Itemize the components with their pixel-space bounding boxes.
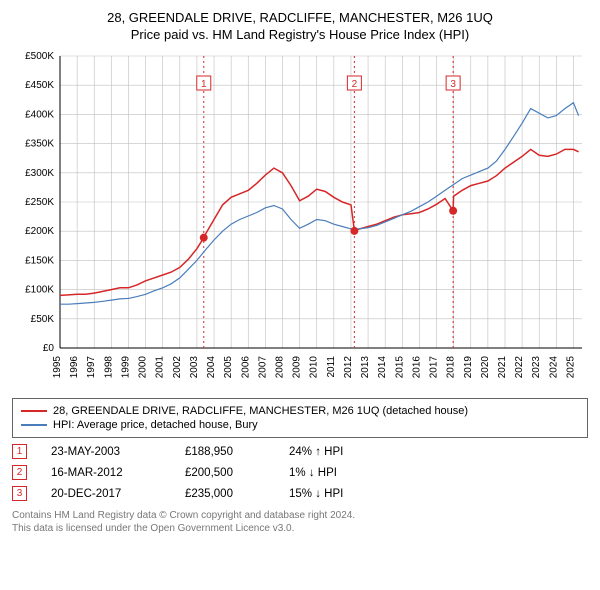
svg-text:2021: 2021	[497, 356, 508, 379]
svg-text:2009: 2009	[292, 356, 303, 379]
legend-row-property: 28, GREENDALE DRIVE, RADCLIFFE, MANCHEST…	[21, 405, 579, 417]
svg-text:2006: 2006	[240, 356, 251, 379]
svg-text:2016: 2016	[411, 356, 422, 379]
event-price: £235,000	[185, 488, 265, 500]
event-marker-icon: 3	[12, 486, 27, 501]
svg-text:1996: 1996	[69, 356, 80, 379]
svg-text:1999: 1999	[120, 356, 131, 379]
chart-container: 28, GREENDALE DRIVE, RADCLIFFE, MANCHEST…	[0, 0, 600, 547]
svg-text:2007: 2007	[257, 356, 268, 379]
event-row: 2 16-MAR-2012 £200,500 1% ↓ HPI	[12, 465, 588, 480]
svg-text:2015: 2015	[394, 356, 405, 379]
title-sub: Price paid vs. HM Land Registry's House …	[12, 27, 588, 42]
svg-text:2020: 2020	[480, 356, 491, 379]
svg-text:£350K: £350K	[25, 139, 54, 150]
footer-line: This data is licensed under the Open Gov…	[12, 522, 588, 535]
event-hpi: 1% ↓ HPI	[289, 467, 399, 479]
svg-text:2004: 2004	[206, 356, 217, 379]
line-chart: £0 £50K £100K £150K £200K £250K £300K £350K £400…	[12, 48, 588, 388]
svg-text:£100K: £100K	[25, 285, 54, 296]
event-date: 20-DEC-2017	[51, 488, 161, 500]
svg-text:2017: 2017	[429, 356, 440, 379]
svg-text:2003: 2003	[189, 356, 200, 379]
svg-text:2001: 2001	[155, 356, 166, 379]
legend-swatch	[21, 410, 47, 412]
svg-text:2013: 2013	[360, 356, 371, 379]
svg-text:2005: 2005	[223, 356, 234, 379]
title-main: 28, GREENDALE DRIVE, RADCLIFFE, MANCHEST…	[12, 10, 588, 25]
event-date: 16-MAR-2012	[51, 467, 161, 479]
svg-text:1997: 1997	[86, 356, 97, 379]
events-table: 1 23-MAY-2003 £188,950 24% ↑ HPI 2 16-MA…	[12, 444, 588, 501]
svg-text:£200K: £200K	[25, 226, 54, 237]
event-price: £200,500	[185, 467, 265, 479]
svg-text:2023: 2023	[531, 356, 542, 379]
legend: 28, GREENDALE DRIVE, RADCLIFFE, MANCHEST…	[12, 398, 588, 438]
event-hpi: 15% ↓ HPI	[289, 488, 399, 500]
event-price: £188,950	[185, 446, 265, 458]
svg-text:2022: 2022	[514, 356, 525, 379]
legend-row-hpi: HPI: Average price, detached house, Bury	[21, 419, 579, 431]
footer-line: Contains HM Land Registry data © Crown c…	[12, 509, 588, 522]
svg-text:£450K: £450K	[25, 80, 54, 91]
svg-text:2011: 2011	[326, 356, 337, 378]
legend-label: HPI: Average price, detached house, Bury	[53, 419, 258, 431]
svg-text:£250K: £250K	[25, 197, 54, 208]
svg-text:2010: 2010	[309, 356, 320, 379]
footer-note: Contains HM Land Registry data © Crown c…	[12, 509, 588, 535]
chart-svg: £0 £50K £100K £150K £200K £250K £300K £350K £400…	[12, 48, 588, 388]
svg-text:£150K: £150K	[25, 255, 54, 266]
svg-text:2008: 2008	[274, 356, 285, 379]
svg-text:1995: 1995	[52, 356, 63, 379]
svg-text:£0: £0	[43, 343, 55, 354]
svg-text:£50K: £50K	[31, 314, 55, 325]
svg-text:£400K: £400K	[25, 109, 54, 120]
event-marker-icon: 2	[12, 465, 27, 480]
svg-text:2012: 2012	[343, 356, 354, 379]
svg-text:2018: 2018	[446, 356, 457, 379]
svg-text:2: 2	[352, 79, 358, 90]
svg-text:2024: 2024	[548, 356, 559, 379]
svg-text:2019: 2019	[463, 356, 474, 379]
svg-text:2000: 2000	[138, 356, 149, 379]
event-hpi: 24% ↑ HPI	[289, 446, 399, 458]
svg-text:2014: 2014	[377, 356, 388, 379]
title-block: 28, GREENDALE DRIVE, RADCLIFFE, MANCHEST…	[12, 10, 588, 42]
legend-label: 28, GREENDALE DRIVE, RADCLIFFE, MANCHEST…	[53, 405, 468, 417]
event-marker-icon: 1	[12, 444, 27, 459]
event-row: 3 20-DEC-2017 £235,000 15% ↓ HPI	[12, 486, 588, 501]
svg-text:£300K: £300K	[25, 168, 54, 179]
svg-text:2002: 2002	[172, 356, 183, 379]
svg-text:1998: 1998	[103, 356, 114, 379]
svg-text:3: 3	[450, 79, 456, 90]
event-row: 1 23-MAY-2003 £188,950 24% ↑ HPI	[12, 444, 588, 459]
legend-swatch	[21, 424, 47, 426]
svg-text:1: 1	[201, 79, 207, 90]
svg-text:2025: 2025	[565, 356, 576, 379]
event-date: 23-MAY-2003	[51, 446, 161, 458]
svg-text:£500K: £500K	[25, 51, 54, 62]
